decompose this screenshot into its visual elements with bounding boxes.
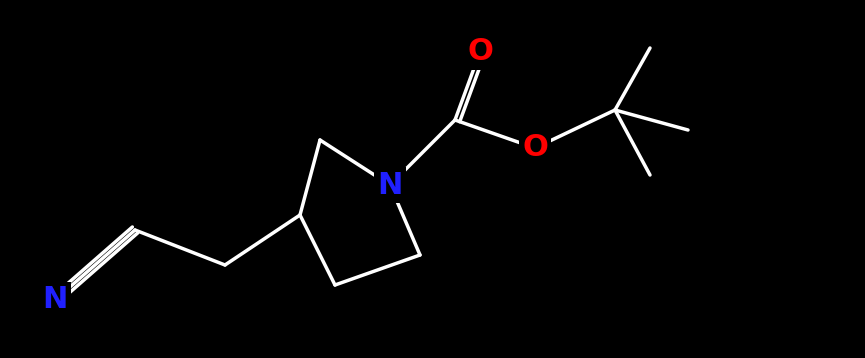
Text: O: O xyxy=(467,38,493,67)
Text: N: N xyxy=(377,170,403,199)
Text: N: N xyxy=(42,285,67,314)
Text: O: O xyxy=(522,134,548,163)
